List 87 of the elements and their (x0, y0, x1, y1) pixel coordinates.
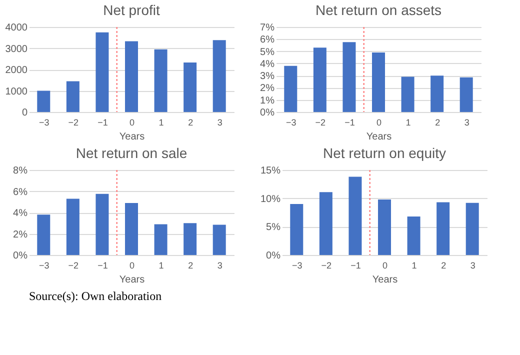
y-tick-label: 2% (13, 229, 28, 240)
x-tick-label: −3 (39, 118, 50, 128)
bar (466, 202, 479, 255)
y-tick-label: 6% (13, 186, 28, 198)
bar (212, 40, 226, 112)
x-tick-label: −3 (292, 260, 302, 270)
y-tick-label: 4000 (5, 22, 28, 34)
x-tick-label: 3 (470, 260, 476, 270)
x-tick-label: 3 (217, 260, 222, 270)
x-tick-label: 0 (382, 260, 388, 270)
y-tick-label: 5% (266, 222, 281, 234)
y-tick-label: 7% (260, 22, 275, 34)
y-tick-label: 0% (266, 250, 281, 262)
bar (125, 202, 138, 255)
x-tick-label: −3 (39, 260, 50, 270)
y-tick-label: 0 (22, 108, 28, 118)
chart-title: Net return on assets (315, 2, 442, 18)
bar (348, 176, 362, 255)
x-tick-label: −1 (98, 118, 108, 128)
y-tick-label: 5% (260, 46, 275, 58)
x-tick-label: −3 (286, 118, 296, 128)
x-tick-label: 3 (217, 118, 222, 128)
x-tick-label: 1 (158, 118, 164, 128)
y-tick-label: 8% (13, 166, 28, 176)
y-tick-label: 2% (260, 83, 275, 94)
x-tick-label: −2 (315, 118, 326, 128)
x-tick-label: −2 (68, 260, 79, 270)
y-tick-label: 10% (260, 194, 281, 205)
x-axis-title: Years (372, 274, 398, 286)
bar (125, 41, 138, 112)
x-tick-label: 1 (412, 260, 417, 270)
x-tick-label: 0 (129, 118, 135, 128)
x-axis-title: Years (119, 274, 145, 286)
bar (319, 192, 332, 255)
bar (66, 198, 80, 255)
x-tick-label: 1 (406, 118, 411, 128)
source-note: Source(s): Own elaboration (29, 289, 162, 303)
x-tick-label: 0 (129, 260, 135, 270)
bar (96, 32, 109, 112)
bar (401, 76, 414, 112)
bar (372, 52, 385, 112)
bar (407, 216, 420, 255)
y-tick-label: 3% (260, 71, 275, 82)
y-tick-label: 0% (260, 108, 275, 118)
x-tick-label: 3 (464, 118, 470, 128)
bar (37, 214, 50, 255)
x-tick-label: −2 (68, 118, 79, 128)
x-tick-label: −1 (344, 118, 355, 128)
bar (430, 76, 444, 112)
x-tick-label: 2 (188, 260, 194, 270)
x-axis-title: Years (366, 132, 392, 142)
bar (284, 66, 298, 112)
x-tick-label: 2 (441, 260, 446, 270)
x-tick-label: −1 (350, 260, 361, 270)
y-tick-label: 3000 (5, 44, 28, 55)
y-tick-label: 0% (13, 250, 28, 262)
y-tick-label: 4% (260, 58, 275, 70)
chart-title: Net return on sale (76, 145, 188, 161)
bar (184, 223, 197, 255)
y-tick-label: 1% (260, 95, 275, 106)
bar (154, 224, 168, 255)
x-tick-label: −1 (98, 260, 108, 270)
bar (378, 199, 391, 255)
bar (154, 49, 168, 112)
bar (96, 194, 109, 255)
bar (290, 204, 304, 255)
y-tick-label: 1000 (5, 86, 28, 98)
chart-title: Net return on equity (323, 145, 446, 161)
bar (184, 62, 197, 112)
bar (460, 77, 473, 112)
y-tick-label: 6% (260, 34, 275, 46)
bar (342, 42, 356, 112)
x-tick-label: −2 (321, 260, 332, 270)
x-tick-label: 0 (376, 118, 382, 128)
x-tick-label: 2 (188, 118, 194, 128)
x-tick-label: 2 (435, 118, 440, 128)
bar (313, 48, 326, 112)
x-axis-title: Years (119, 132, 145, 142)
x-tick-label: 1 (158, 260, 164, 270)
bar (212, 224, 226, 255)
chart-title: Net profit (103, 2, 160, 18)
bar (66, 81, 80, 112)
bar (37, 90, 50, 112)
y-tick-label: 15% (260, 166, 281, 176)
y-tick-label: 4% (13, 208, 28, 219)
bar (436, 202, 450, 255)
y-tick-label: 2000 (5, 65, 28, 76)
